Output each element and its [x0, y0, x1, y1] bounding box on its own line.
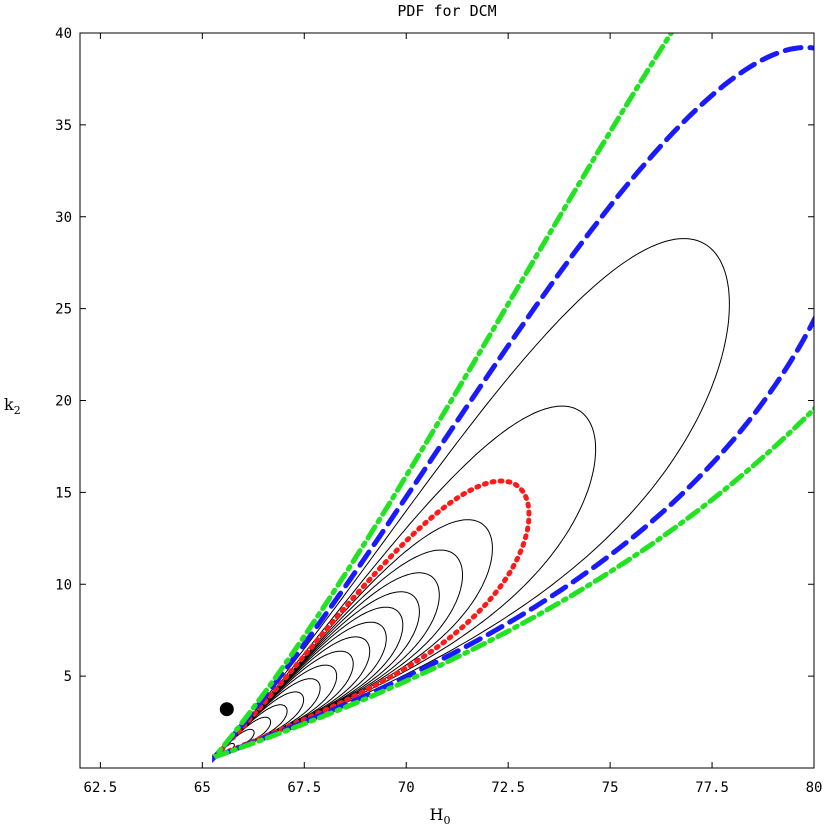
x-axis-label: H0	[430, 805, 451, 827]
confidence-contour	[212, 44, 814, 764]
x-tick-label: 70	[398, 780, 415, 796]
y-tick-label: 20	[55, 394, 72, 410]
y-tick-label: 35	[55, 118, 72, 134]
y-axis: 5 10 15 20 25 30 35 40	[55, 26, 814, 685]
y-tick-label: 25	[55, 302, 72, 318]
confidence-contour	[212, 478, 532, 760]
peak-marker	[219, 702, 234, 717]
x-tick-label: 62.5	[84, 780, 118, 796]
y-tick-label: 15	[55, 485, 72, 501]
contour-line	[214, 405, 597, 758]
confidence-contour	[212, 33, 814, 760]
contour-line	[214, 519, 493, 758]
x-tick-label: 80	[806, 780, 823, 796]
contour-line	[214, 238, 730, 759]
x-axis: 62.5 65 67.5 70 72.5 75 77.5 80	[84, 33, 823, 796]
x-tick-label: 72.5	[491, 780, 525, 796]
x-tick-label: 65	[194, 780, 211, 796]
y-axis-label: k2	[4, 395, 21, 417]
y-tick-label: 40	[55, 26, 72, 42]
x-tick-label: 77.5	[695, 780, 729, 796]
y-tick-label: 30	[55, 210, 72, 226]
x-tick-label: 75	[602, 780, 619, 796]
contour-lines	[212, 33, 814, 764]
y-tick-label: 10	[55, 577, 72, 593]
y-tick-label: 5	[64, 669, 72, 685]
x-tick-label: 67.5	[287, 780, 321, 796]
chart-title: PDF for DCM	[397, 2, 496, 20]
